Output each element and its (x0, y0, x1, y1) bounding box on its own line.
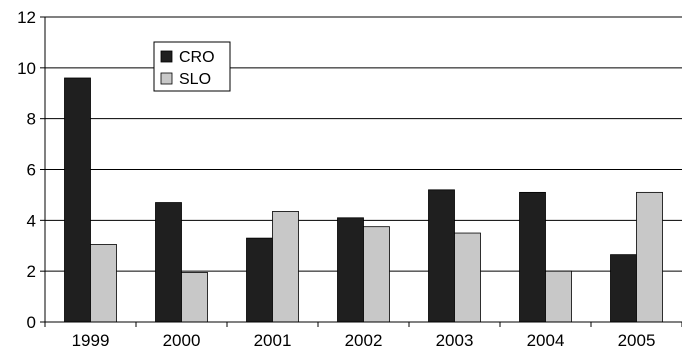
x-tick-label: 2004 (527, 331, 565, 350)
bar-slo-2002 (363, 226, 390, 323)
bar-slo-2000 (181, 272, 208, 323)
y-tick-label: 4 (27, 211, 36, 230)
x-tick-label: 1999 (72, 331, 110, 350)
legend-label-cro: CRO (179, 49, 215, 66)
gridlines (45, 16, 682, 272)
y-tick-label: 10 (17, 59, 36, 78)
bar-cro-2004 (519, 191, 546, 323)
bars (64, 77, 663, 323)
bar-slo-2001 (272, 211, 299, 323)
y-tick-label: 8 (27, 110, 36, 129)
x-tick-label: 2002 (345, 331, 383, 350)
x-tick-labels: 1999 2000 2001 2002 2003 2004 2005 (72, 331, 656, 350)
bar-cro-2001 (246, 237, 273, 323)
legend-swatch-cro (160, 50, 173, 63)
legend-label-slo: SLO (179, 71, 211, 88)
y-tick-label: 0 (27, 313, 36, 332)
bar-slo-2003 (454, 232, 481, 323)
bar-cro-2005 (610, 254, 637, 323)
bar-cro-2003 (428, 189, 455, 323)
bar-cro-1999 (64, 77, 91, 323)
bar-slo-2005 (636, 191, 663, 323)
x-tick-label: 2000 (163, 331, 201, 350)
bar-slo-2004 (545, 270, 572, 323)
x-tick-label: 2001 (254, 331, 292, 350)
bar-slo-1999 (90, 244, 117, 323)
y-tick-label: 2 (27, 262, 36, 281)
y-tick-label: 12 (17, 8, 36, 27)
x-tick-label: 2003 (436, 331, 474, 350)
y-tick-labels: 0 2 4 6 8 10 12 (17, 8, 36, 332)
y-tick-label: 6 (27, 161, 36, 180)
bar-cro-2002 (337, 217, 364, 323)
x-tick-label: 2005 (618, 331, 656, 350)
legend-swatch-slo (160, 72, 173, 85)
axes (40, 16, 682, 327)
bar-cro-2000 (155, 202, 182, 323)
legend: CRO SLO (153, 41, 231, 92)
